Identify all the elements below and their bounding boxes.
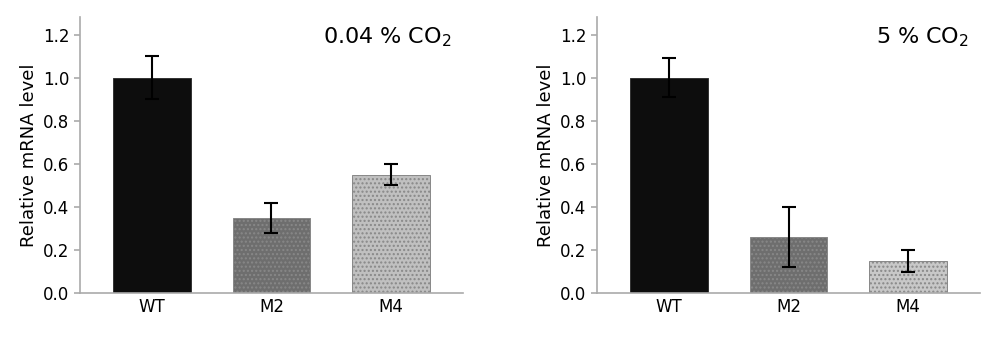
Bar: [869, 261, 947, 293]
Bar: [113, 78, 191, 293]
Y-axis label: Relative mRNA level: Relative mRNA level: [20, 63, 38, 247]
Text: 0.04 % CO$_2$: 0.04 % CO$_2$: [323, 26, 451, 49]
Bar: [233, 218, 310, 293]
Y-axis label: Relative mRNA level: Relative mRNA level: [537, 63, 555, 247]
Bar: [352, 175, 430, 293]
Text: 5 % CO$_2$: 5 % CO$_2$: [876, 26, 969, 49]
Bar: [630, 78, 708, 293]
Bar: [750, 237, 827, 293]
